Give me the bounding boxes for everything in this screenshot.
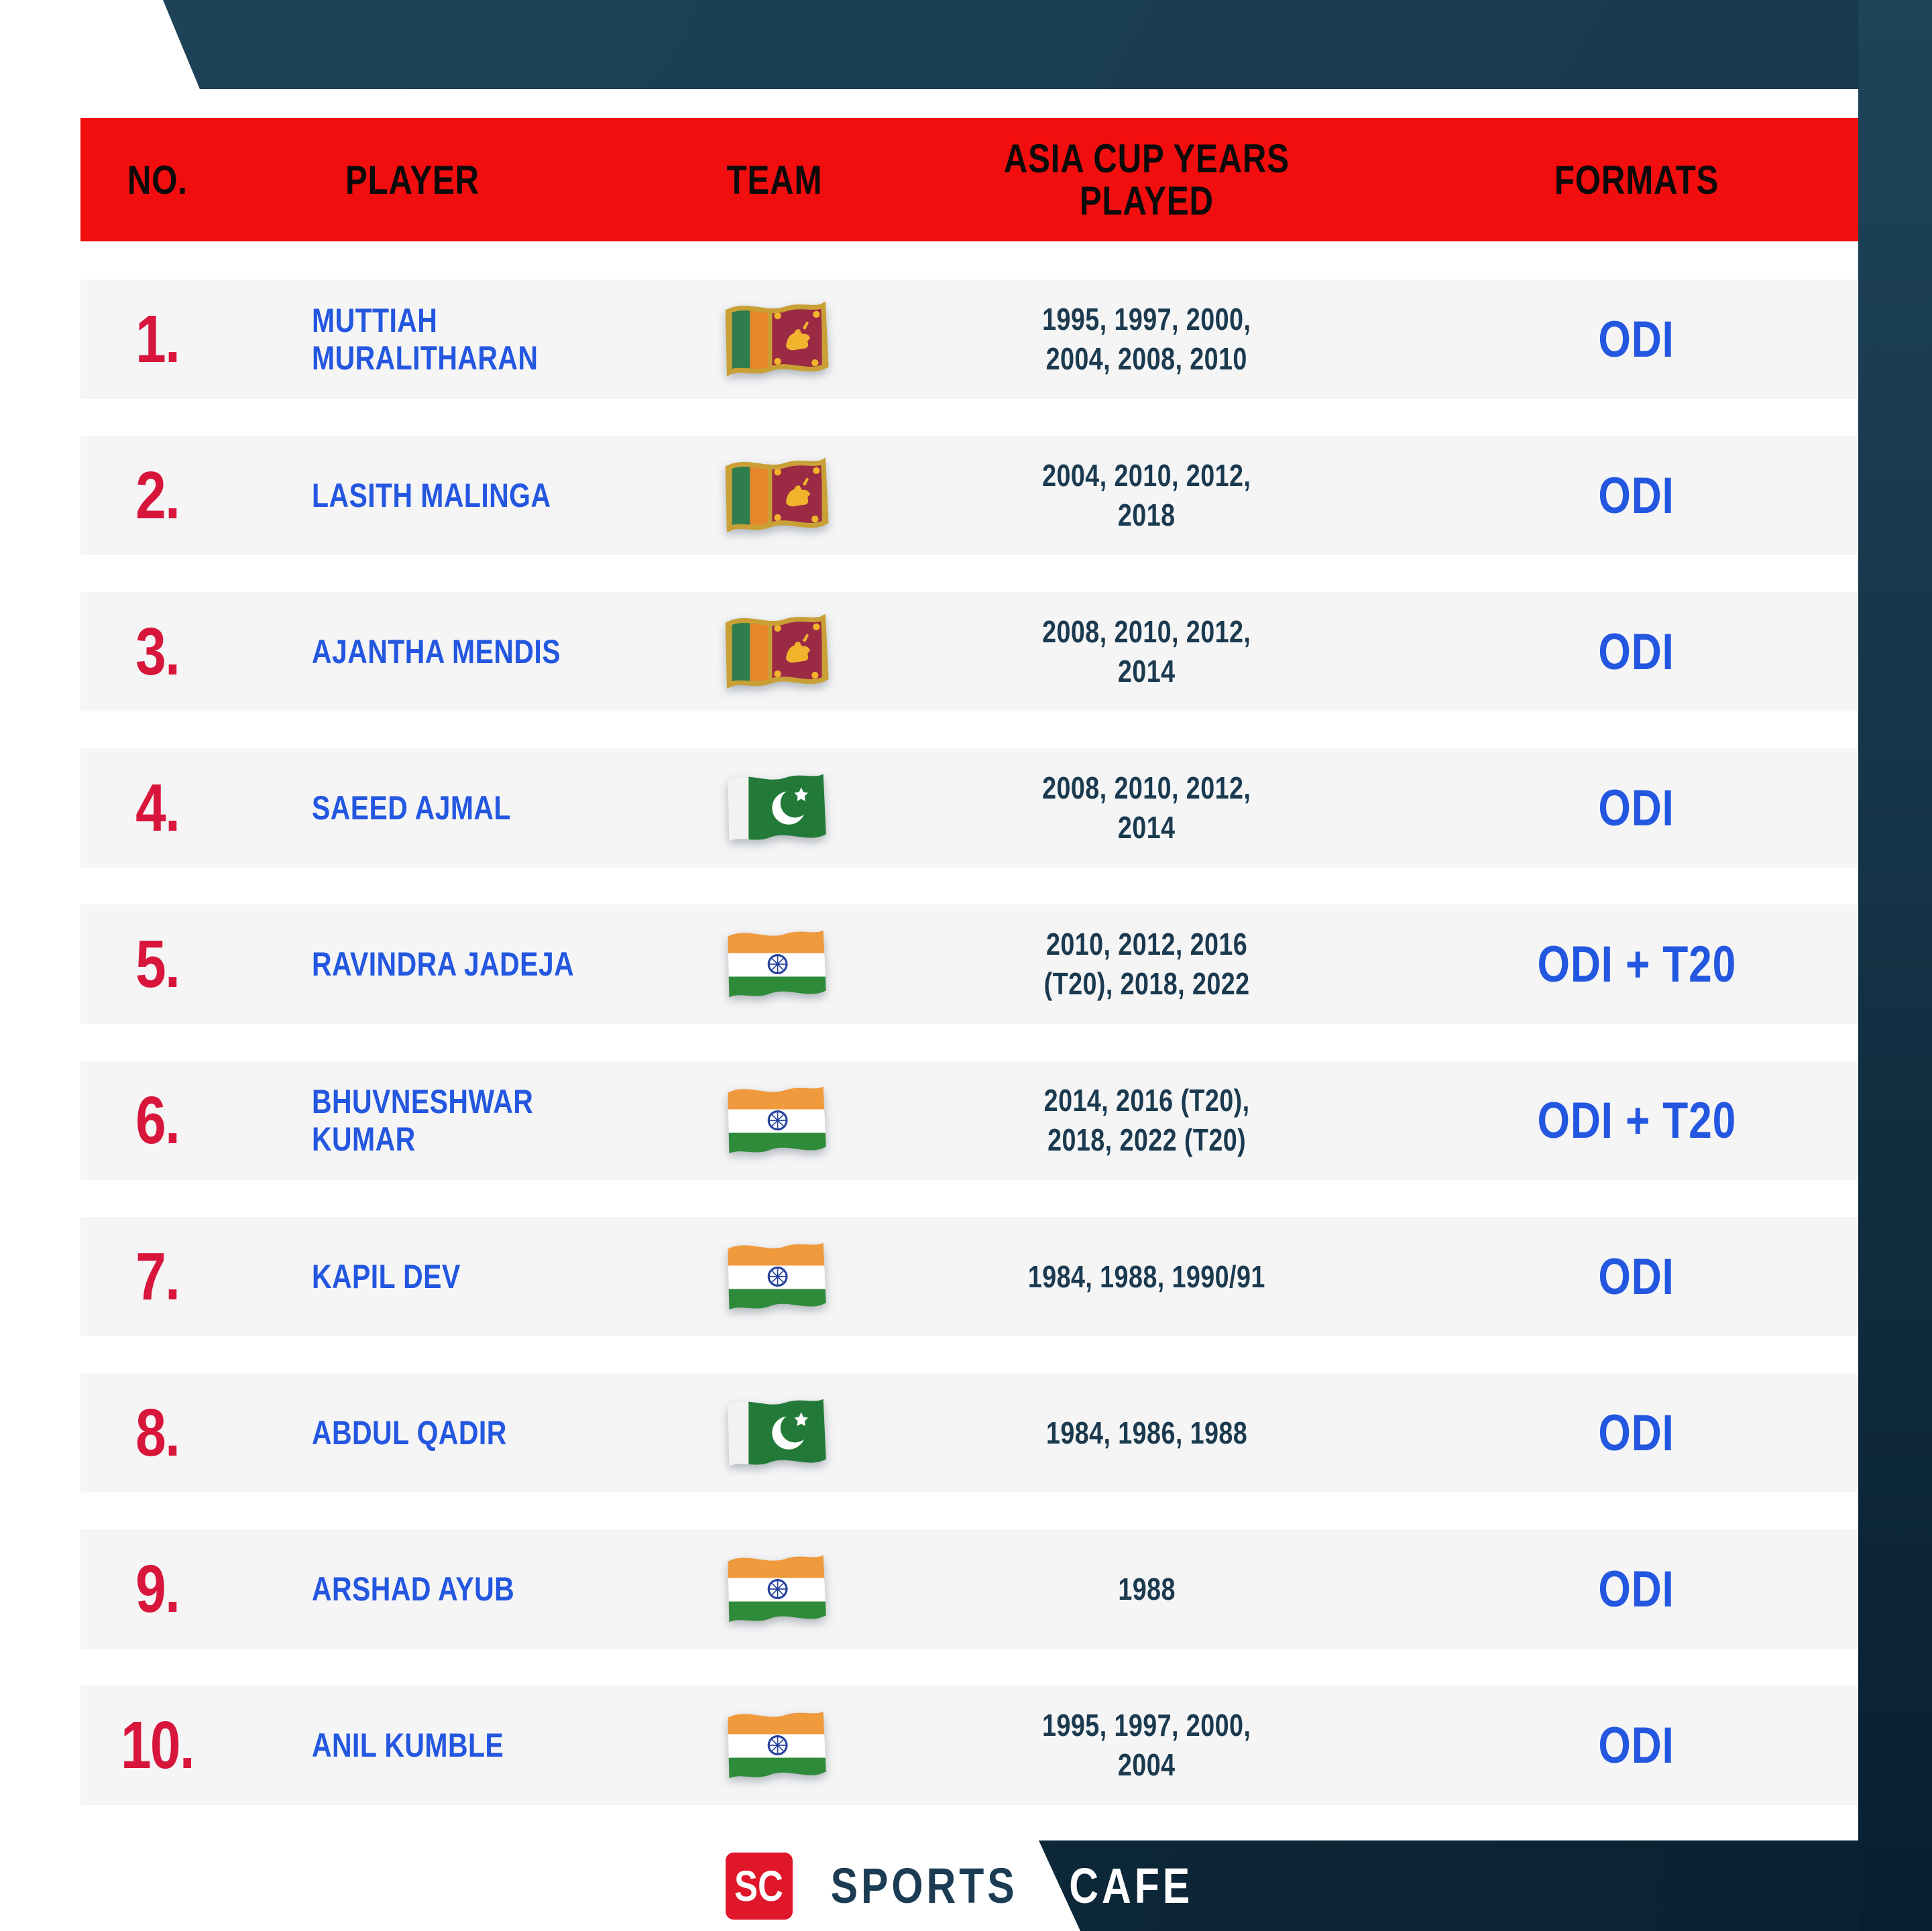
flag-sri-lanka-icon — [720, 610, 830, 693]
player-name: KAPIL DEV — [312, 1258, 461, 1295]
flag-india-icon — [720, 1547, 830, 1631]
row-number: 7. — [135, 1238, 180, 1314]
row-number: 9. — [135, 1551, 180, 1627]
flag-india-icon — [720, 1704, 830, 1787]
row-number: 6. — [135, 1082, 180, 1158]
years-played: 2004, 2010, 2012, 2018 — [1042, 458, 1251, 532]
sports-cafe-logo: SC SPORTS CAFE — [0, 1840, 1932, 1931]
formats-value: ODI + T20 — [1537, 1092, 1736, 1149]
row-number: 5. — [135, 926, 180, 1002]
row-number: 1. — [135, 301, 180, 377]
flag-india-icon — [720, 1235, 830, 1318]
flag-pakistan-icon — [720, 1391, 830, 1474]
table-row: 8. ABDUL QADIR 1984, 1986, 1988 ODI — [80, 1373, 1858, 1493]
table-row: 10. ANIL KUMBLE 1995, 1997, 2000, 2004 O… — [80, 1686, 1858, 1805]
table-row: 7. KAPIL DEV 1984, 1988, 1990/91 ODI — [80, 1217, 1858, 1336]
header-formats: FORMATS — [1554, 157, 1719, 202]
player-name: ABDUL QADIR — [312, 1414, 507, 1452]
row-number: 10. — [121, 1707, 195, 1783]
years-played: 2008, 2010, 2012, 2014 — [1042, 614, 1251, 689]
bg-navy-right-strip — [1858, 0, 1932, 1931]
formats-value: ODI — [1598, 310, 1675, 368]
player-name: AJANTHA MENDIS — [312, 633, 561, 670]
years-played: 2010, 2012, 2016 (T20), 2018, 2022 — [1043, 927, 1250, 1001]
flag-india-icon — [720, 1079, 830, 1162]
years-played: 2014, 2016 (T20), 2018, 2022 (T20) — [1043, 1083, 1250, 1157]
header-years: ASIA CUP YEARS PLAYED — [1003, 136, 1290, 223]
sc-logo-icon: SC — [725, 1852, 793, 1920]
bg-navy-top-shape — [163, 0, 1858, 89]
years-played: 1988 — [1118, 1571, 1176, 1606]
row-number: 8. — [135, 1395, 180, 1470]
formats-value: ODI — [1598, 1248, 1675, 1305]
formats-value: ODI — [1598, 779, 1675, 837]
table-header: NO. PLAYER TEAM ASIA CUP YEARS PLAYED FO… — [80, 118, 1858, 241]
table-row: 3. AJANTHA MENDIS 2008, 2010, 2012, 2014… — [80, 592, 1858, 711]
flag-sri-lanka-icon — [720, 454, 830, 537]
formats-value: ODI — [1598, 623, 1675, 681]
header-player: PLAYER — [345, 157, 479, 202]
formats-value: ODI — [1598, 467, 1675, 524]
formats-value: ODI — [1598, 1404, 1675, 1462]
table-body: 1. MUTTIAH MURALITHARAN 1995, 1997, 2000… — [80, 241, 1858, 1805]
header-team: TEAM — [726, 157, 823, 202]
row-number: 4. — [135, 770, 180, 845]
player-name: LASITH MALINGA — [312, 477, 551, 514]
player-name: ANIL KUMBLE — [312, 1727, 504, 1764]
years-played: 1995, 1997, 2000, 2004, 2008, 2010 — [1042, 302, 1251, 376]
formats-value: ODI — [1598, 1716, 1675, 1774]
player-name: BHUVNESHWAR KUMAR — [312, 1083, 534, 1158]
header-no: NO. — [127, 157, 188, 202]
table-row: 5. RAVINDRA JADEJA 2010, 2012, 2016 (T20… — [80, 904, 1858, 1024]
table-panel: NO. PLAYER TEAM ASIA CUP YEARS PLAYED FO… — [80, 118, 1858, 1840]
years-played: 1984, 1988, 1990/91 — [1028, 1259, 1265, 1294]
table-row: 9. ARSHAD AYUB 1988 ODI — [80, 1529, 1858, 1649]
flag-sri-lanka-icon — [720, 298, 830, 381]
formats-value: ODI + T20 — [1537, 935, 1736, 993]
player-name: SAEED AJMAL — [312, 789, 511, 827]
flag-pakistan-icon — [720, 766, 830, 850]
table-row: 6. BHUVNESHWAR KUMAR 2014, 2016 (T20), 2… — [80, 1061, 1858, 1180]
logo-text-cafe: CAFE — [1069, 1858, 1194, 1914]
row-number: 2. — [135, 457, 180, 533]
player-name: RAVINDRA JADEJA — [312, 945, 575, 983]
logo-text-sports: SPORTS — [830, 1858, 1018, 1914]
years-played: 1984, 1986, 1988 — [1045, 1415, 1248, 1450]
player-name: MUTTIAH MURALITHARAN — [312, 302, 538, 377]
years-played: 2008, 2010, 2012, 2014 — [1042, 770, 1251, 845]
player-name: ARSHAD AYUB — [312, 1570, 515, 1608]
row-number: 3. — [135, 613, 180, 689]
flag-india-icon — [720, 923, 830, 1006]
table-row: 2. LASITH MALINGA 2004, 2010, 2012, 2018… — [80, 436, 1858, 555]
bg-navy-bottom-shape — [1039, 1840, 1858, 1931]
formats-value: ODI — [1598, 1560, 1675, 1618]
table-row: 4. SAEED AJMAL 2008, 2010, 2012, 2014 OD… — [80, 748, 1858, 868]
years-played: 1995, 1997, 2000, 2004 — [1042, 1708, 1251, 1782]
table-row: 1. MUTTIAH MURALITHARAN 1995, 1997, 2000… — [80, 280, 1858, 399]
